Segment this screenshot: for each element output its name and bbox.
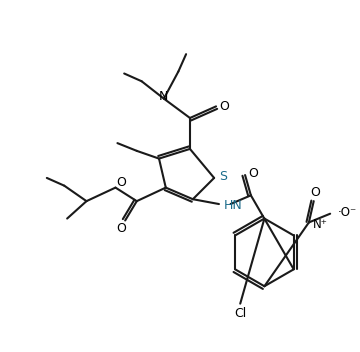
Text: S: S: [219, 170, 227, 183]
Text: O: O: [116, 176, 126, 189]
Text: O: O: [116, 222, 126, 235]
Text: O: O: [219, 100, 229, 113]
Text: Cl: Cl: [234, 307, 246, 320]
Text: N⁺: N⁺: [313, 218, 328, 231]
Text: O: O: [311, 186, 321, 199]
Text: N: N: [159, 90, 168, 103]
Text: HN: HN: [224, 199, 243, 212]
Text: ·O⁻: ·O⁻: [338, 206, 357, 219]
Text: O: O: [248, 166, 258, 180]
